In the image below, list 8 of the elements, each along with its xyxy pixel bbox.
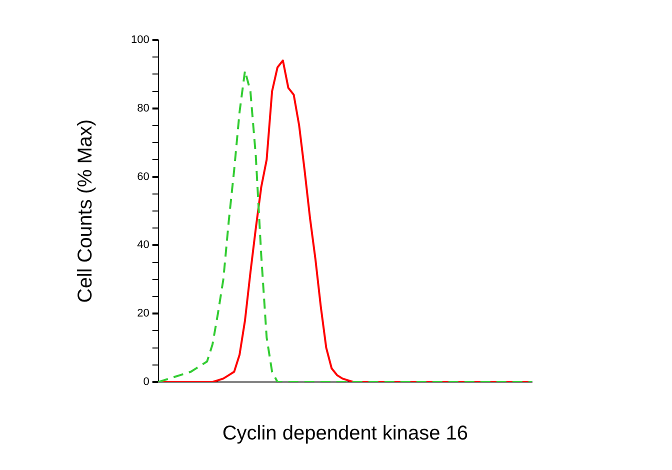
y-tick-label: 0 xyxy=(143,376,150,388)
y-tick-label: 20 xyxy=(137,308,150,320)
y-tick-label: 100 xyxy=(130,34,150,46)
y-tick-label: 80 xyxy=(137,102,150,114)
x-axis-title: Cyclin dependent kinase 16 xyxy=(222,422,468,445)
y-tick-label: 60 xyxy=(137,170,150,183)
y-axis-title: Cell Counts (% Max) xyxy=(74,119,97,303)
y-tick-label: 40 xyxy=(137,239,150,252)
